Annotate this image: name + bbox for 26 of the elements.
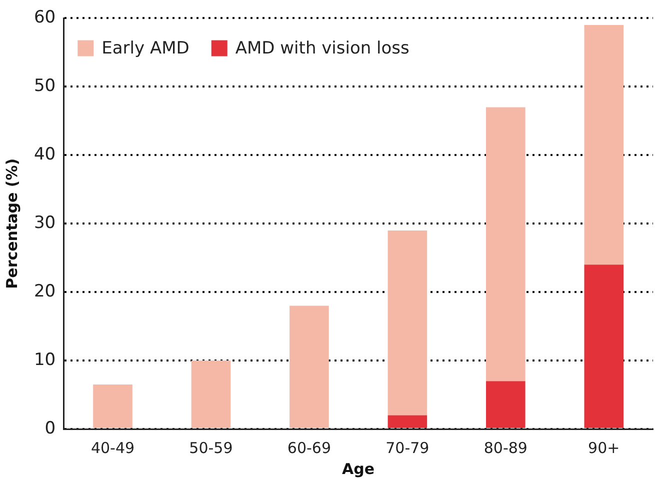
bar	[290, 306, 329, 428]
y-tick-label: 40	[34, 144, 56, 165]
bar	[486, 107, 526, 382]
y-tick-label: 20	[34, 281, 56, 302]
bar	[486, 381, 526, 428]
bar	[388, 415, 428, 428]
bar	[93, 384, 132, 428]
bar	[584, 25, 624, 265]
y-axis-title: Percentage (%)	[2, 158, 21, 289]
y-tick-label: 0	[44, 418, 56, 438]
x-tick-label: 60-69	[287, 438, 331, 457]
x-tick-label: 40-49	[90, 438, 135, 457]
x-axis-title: Age	[342, 460, 375, 478]
x-tick-label: 90+	[588, 438, 620, 457]
bar	[584, 264, 624, 428]
y-tick-label: 50	[34, 76, 56, 96]
x-tick-label: 70-79	[386, 438, 430, 457]
y-tick-label: 10	[34, 350, 56, 370]
bar	[191, 360, 231, 428]
bar	[388, 230, 428, 416]
y-tick-label: 60	[34, 8, 56, 28]
legend-label: AMD with vision loss	[235, 38, 410, 59]
x-tick-label: 50-59	[189, 438, 233, 457]
y-tick-label: 30	[34, 213, 56, 234]
legend-label: Early AMD	[102, 38, 190, 59]
x-tick-label: 80-89	[484, 438, 528, 457]
